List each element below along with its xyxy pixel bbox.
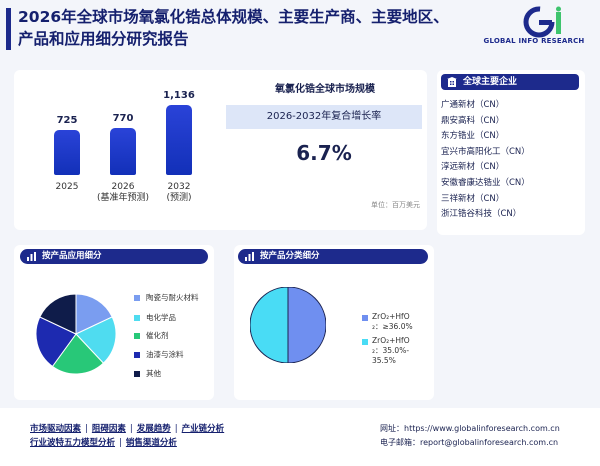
bar-2025 xyxy=(54,130,80,175)
companies-card xyxy=(437,70,585,235)
bar-category-label: 2032 (预测) xyxy=(166,182,192,203)
website-link[interactable]: https://www.globalinforesearch.com.cn xyxy=(404,424,560,433)
legend-swatch xyxy=(362,339,368,345)
company-item: 鼎安高科（CN） xyxy=(441,115,505,126)
bar-2032 xyxy=(166,105,192,175)
legend-swatch xyxy=(134,371,140,377)
legend-swatch xyxy=(134,315,140,321)
application-header xyxy=(20,249,208,264)
bar-value-label: 1,136 xyxy=(163,90,195,101)
footer-link[interactable]: 产业链分析 xyxy=(181,424,225,434)
bar-category-label: 2026 (基准年预测) xyxy=(96,182,150,203)
legend-label: 电化学品 xyxy=(146,313,176,322)
footer-link[interactable]: 发展趋势 xyxy=(136,424,171,434)
application-header-label: 按产品应用细分 xyxy=(42,251,102,261)
pie-slice xyxy=(75,316,116,364)
email-link[interactable]: report@globalinforesearch.com.cn xyxy=(420,438,559,447)
legend-label: 其他 xyxy=(146,369,161,378)
legend-label: ZrO₂+HfO ₂：35.0%- 35.5% xyxy=(372,336,410,365)
companies-header xyxy=(441,74,579,90)
pie-slice xyxy=(39,294,77,335)
company-item: 三祥新材（CN） xyxy=(441,193,505,204)
footer-email: 电子邮箱：report@globalinforesearch.com.cn xyxy=(380,430,558,449)
legend-label: 陶瓷与耐火材料 xyxy=(146,293,199,302)
bar-value-label: 770 xyxy=(112,112,134,124)
market-size-chart-title: 氧氯化锆全球市场规模 xyxy=(275,84,375,95)
title-accent-bar xyxy=(6,8,11,50)
company-item: 东方锆业（CN） xyxy=(441,131,505,142)
cagr-label: 2026-2032年复合增长率 xyxy=(226,105,422,129)
footer-link[interactable]: 行业波特五力模型分析 xyxy=(30,438,116,448)
legend-swatch xyxy=(134,333,140,339)
company-item: 淳远新材（CN） xyxy=(441,162,505,173)
footer xyxy=(0,408,600,466)
legend-label: ZrO₂+HfO ₂：≥36.0% xyxy=(372,312,413,331)
building-icon xyxy=(447,77,457,87)
report-title: 2026年全球市场氧氯化锆总体规模、主要生产商、主要地区、产品和应用细分研究报告 xyxy=(18,8,449,48)
bar-2026 xyxy=(110,127,136,175)
companies-list: 广通新材（CN） 鼎安高科（CN） 东方锆业（CN） 宜兴市高阳化工（CN） 淳… xyxy=(441,98,581,223)
legend-swatch xyxy=(362,315,368,321)
company-item: 宜兴市高阳化工（CN） xyxy=(441,146,530,157)
pie-slice xyxy=(250,287,289,363)
email-label: 电子邮箱： xyxy=(380,438,420,447)
logo-text: GLOBAL INFO RESEARCH xyxy=(483,37,585,45)
company-item: 广通新材（CN） xyxy=(441,100,505,110)
legend-swatch xyxy=(134,295,140,301)
footer-link[interactable]: 阻碍因素 xyxy=(91,424,126,434)
companies-header-label: 全球主要企业 xyxy=(463,77,518,87)
legend-label: 油漆与涂料 xyxy=(146,350,184,359)
legend-swatch xyxy=(134,352,140,358)
footer-link[interactable]: 销售渠道分析 xyxy=(125,438,177,448)
company-item: 浙江锆谷科技（CN） xyxy=(441,209,522,220)
bar-value-label: 725 xyxy=(56,115,78,127)
product-type-header xyxy=(238,249,428,264)
bar-category-label: 2025 xyxy=(55,182,79,192)
pie-slice xyxy=(51,333,105,374)
unit-label: 单位：百万美元 xyxy=(371,201,420,209)
cagr-value: 6.7% xyxy=(296,141,352,165)
chart-icon xyxy=(245,252,254,261)
market-size-card xyxy=(14,70,427,230)
footer-website: 网址：https://www.globalinforesearch.com.cn xyxy=(380,416,560,435)
gir-logo-icon xyxy=(523,6,561,38)
product-type-pie-chart xyxy=(250,287,326,363)
market-size-bar-chart: 725 2025 770 2026 (基准年预测) 1,136 2032 (预测) xyxy=(40,90,230,220)
legend-label: 催化剂 xyxy=(146,331,169,340)
chart-icon xyxy=(27,252,36,261)
footer-links-row2: 行业波特五力模型分析 | 销售渠道分析 xyxy=(30,438,177,448)
pie-slice xyxy=(287,287,326,363)
company-item: 安徽睿康达锆业（CN） xyxy=(441,177,530,188)
product-type-header-label: 按产品分类细分 xyxy=(260,251,320,261)
pie-slice xyxy=(75,294,113,335)
footer-links-row1: 市场驱动因素 | 阻碍因素 | 发展趋势 | 产业链分析 xyxy=(30,424,225,434)
application-pie-chart xyxy=(36,294,116,374)
footer-link[interactable]: 市场驱动因素 xyxy=(30,424,82,434)
website-label: 网址： xyxy=(380,424,404,433)
